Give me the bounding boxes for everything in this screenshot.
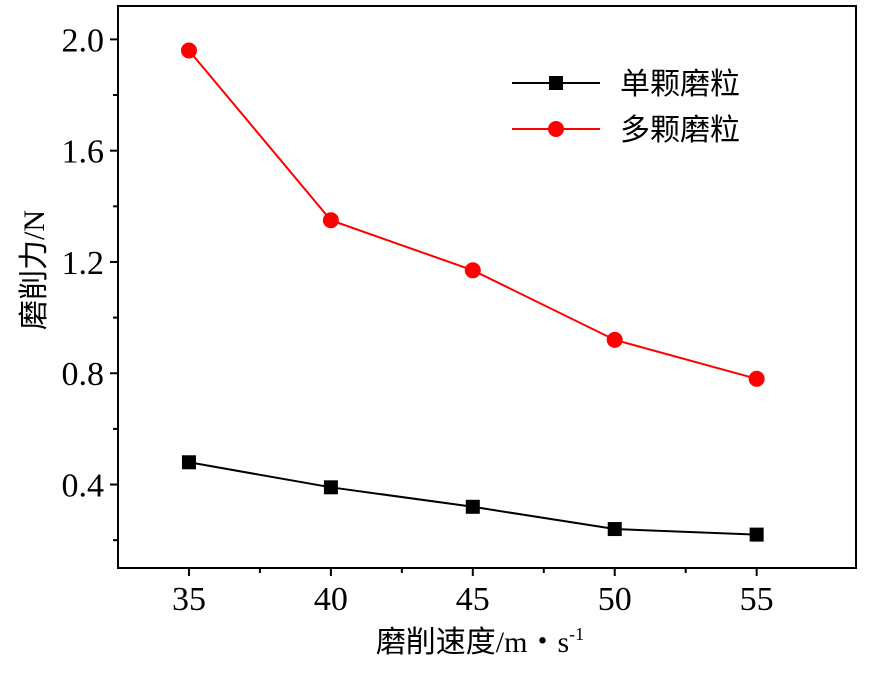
series — [180, 42, 765, 542]
legend-label: 多颗磨粒 — [620, 114, 740, 147]
series-line-1 — [188, 461, 757, 536]
x-axis-title: 磨削速度/m・s-1 — [376, 624, 584, 659]
y-tick-label: 0.4 — [62, 468, 105, 505]
data-point-circle — [606, 331, 623, 348]
x-axis-title-superscript: -1 — [569, 624, 584, 644]
y-tick-label: 1.2 — [62, 245, 105, 282]
x-axis-title-text: 磨削速度/m・s — [376, 626, 569, 659]
y-tick-label: 0.8 — [62, 356, 105, 393]
y-axis-title: 磨削力/N — [18, 210, 51, 330]
ticks: 35 40 45 50 55 0.4 0.8 1.2 1.6 2.0 — [62, 22, 774, 618]
x-tick-label: 55 — [740, 581, 774, 618]
x-tick-label: 40 — [314, 581, 348, 618]
axes — [117, 5, 857, 569]
y-tick-label: 1.6 — [62, 134, 105, 171]
y-tick-label: 2.0 — [62, 22, 105, 59]
x-tick-label: 45 — [456, 581, 490, 618]
data-point-square — [749, 527, 764, 542]
x-tick-label: 35 — [172, 581, 206, 618]
plot-frame — [117, 5, 857, 569]
legend-marker-square — [549, 76, 563, 90]
x-tick-label: 50 — [598, 581, 632, 618]
data-point-circle — [180, 42, 197, 59]
data-point-square — [181, 455, 196, 470]
data-point-circle — [748, 370, 765, 387]
data-point-square — [323, 480, 338, 495]
data-point-square — [607, 522, 622, 537]
legend-label: 单颗磨粒 — [620, 68, 740, 101]
data-point-square — [465, 499, 480, 514]
legend-marker-circle — [548, 121, 564, 137]
data-point-circle — [464, 262, 481, 279]
data-point-circle — [322, 212, 339, 229]
